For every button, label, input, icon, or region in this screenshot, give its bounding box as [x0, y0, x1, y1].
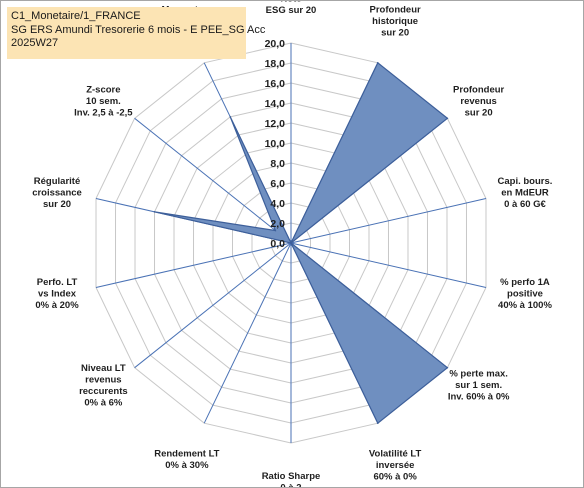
- data-point: [153, 211, 156, 213]
- tick-label: 16,0: [265, 78, 286, 90]
- axis-label-line: 10 sem.: [86, 96, 121, 107]
- axis-label: Niveau LT revenus reccurents 0% à 6%: [79, 363, 128, 409]
- data-point: [376, 62, 379, 64]
- axis-label-line: 0 à 60 G€: [504, 199, 546, 210]
- axis-label: Profondeur historique sur 20: [370, 5, 421, 39]
- axis-label: Capi. bours. en MdEUR 0 à 60 G€: [498, 176, 553, 210]
- axis-label-line: Note: [280, 1, 301, 5]
- axis-label-line: Capi. bours.: [498, 176, 553, 187]
- axis-label-line: Volatilité LT: [369, 448, 422, 459]
- axis-label-line: inversée: [376, 460, 415, 471]
- axis-spoke: [95, 242, 292, 288]
- axis-label-line: Inv. 2,5 à -2,5: [74, 107, 133, 118]
- tick-label: 0,0: [270, 238, 285, 250]
- data-point: [446, 366, 449, 369]
- axis-label: Z-score 10 sem. Inv. 2,5 à -2,5: [74, 84, 133, 118]
- tick-label: 12,0: [265, 118, 286, 130]
- axis-label-line: Perfo. LT: [37, 277, 78, 288]
- axis-label-line: revenus: [85, 374, 121, 385]
- axis-label: % perte max. sur 1 sem. Inv. 60% à 0%: [448, 369, 510, 403]
- axis-label-line: Rendement LT: [154, 448, 219, 459]
- axis-label: % perfo 1A positive 40% à 100%: [498, 277, 552, 311]
- axis-label-line: Niveau LT: [81, 363, 126, 374]
- axis-spoke: [290, 198, 487, 244]
- axis-label-line: Inv. 60% à 0%: [448, 392, 510, 403]
- axis-label-line: en MdEUR: [501, 187, 549, 198]
- tick-label: 10,0: [265, 138, 286, 150]
- tick-label: 8,0: [270, 158, 285, 170]
- tick-label: 14,0: [265, 98, 286, 110]
- title-line-category: C1_Monetaire/1_FRANCE: [11, 10, 141, 22]
- axis-label-line: croissance: [32, 187, 82, 198]
- axis-label-line: % perfo 1A: [500, 277, 550, 288]
- axis-label-line: ESG sur 20: [266, 5, 317, 16]
- axis-spoke: [203, 242, 292, 424]
- axis-label-line: Ratio Sharpe: [262, 471, 321, 482]
- chart-title-box: C1_Monetaire/1_FRANCE SG ERS Amundi Tres…: [7, 7, 266, 59]
- axis-label-line: 40% à 100%: [498, 300, 552, 311]
- axis-label-line: 0 à 2: [280, 483, 301, 488]
- tick-label: 6,0: [270, 178, 285, 190]
- tick-label: 2,0: [270, 218, 285, 230]
- axis-label-line: vs Index: [38, 289, 77, 300]
- title-line-week: 2025W27: [11, 37, 59, 49]
- series: [153, 61, 449, 425]
- axis-label: Rendement LT 0% à 30%: [154, 448, 219, 471]
- axis-label-line: 0% à 30%: [165, 460, 209, 471]
- axis-label-line: reccurents: [79, 386, 128, 397]
- axis-label: Régularité croissance sur 20: [32, 176, 82, 210]
- axis-label: Perfo. LT vs Index 0% à 20%: [35, 277, 79, 311]
- axis-label-line: Z-score: [86, 84, 120, 95]
- data-point: [290, 242, 292, 244]
- tick-label: 20,0: [265, 38, 286, 50]
- axis-label: Profondeur revenus sur 20: [453, 84, 504, 118]
- axis-label-line: positive: [507, 289, 543, 300]
- axis-label-line: Profondeur: [370, 5, 421, 16]
- axis-label-line: revenus: [460, 96, 496, 107]
- axis-label-line: sur 1 sem.: [455, 380, 502, 391]
- data-point: [229, 116, 232, 118]
- title-line-fund: SG ERS Amundi Tresorerie 6 mois - E PEE_…: [11, 23, 266, 36]
- axis-spoke: [134, 242, 292, 369]
- axis-label-line: sur 20: [465, 107, 493, 118]
- axis-label: NoteESG sur 20: [266, 1, 317, 16]
- axis-label-line: Profondeur: [453, 84, 504, 95]
- axis-label-line: 0% à 20%: [35, 300, 79, 311]
- axis-spoke: [290, 242, 487, 288]
- axis-label: Ratio Sharpe0 à 2: [262, 471, 321, 487]
- axis-spoke: [134, 117, 292, 244]
- data-point: [376, 422, 379, 424]
- axis-label-line: historique: [372, 16, 418, 27]
- axis-label-line: sur 20: [381, 28, 409, 39]
- radial-tick-labels: 0,0 2,0 4,0 6,0 8,0 10,0 12,0 14,0 16,0 18,0 20,0: [265, 38, 286, 250]
- tick-label: 18,0: [265, 58, 286, 70]
- data-point: [274, 229, 277, 232]
- axis-label: Volatilité LT inversée 60% à 0%: [369, 448, 422, 482]
- tick-label: 4,0: [270, 198, 285, 210]
- axis-label-line: Régularité: [34, 176, 80, 187]
- axis-label-line: 0% à 6%: [84, 397, 123, 408]
- data-point: [446, 117, 449, 120]
- axis-label-line: 60% à 0%: [373, 471, 417, 482]
- axis-label-line: sur 20: [43, 199, 71, 210]
- axis-label-line: % perte max.: [449, 369, 508, 380]
